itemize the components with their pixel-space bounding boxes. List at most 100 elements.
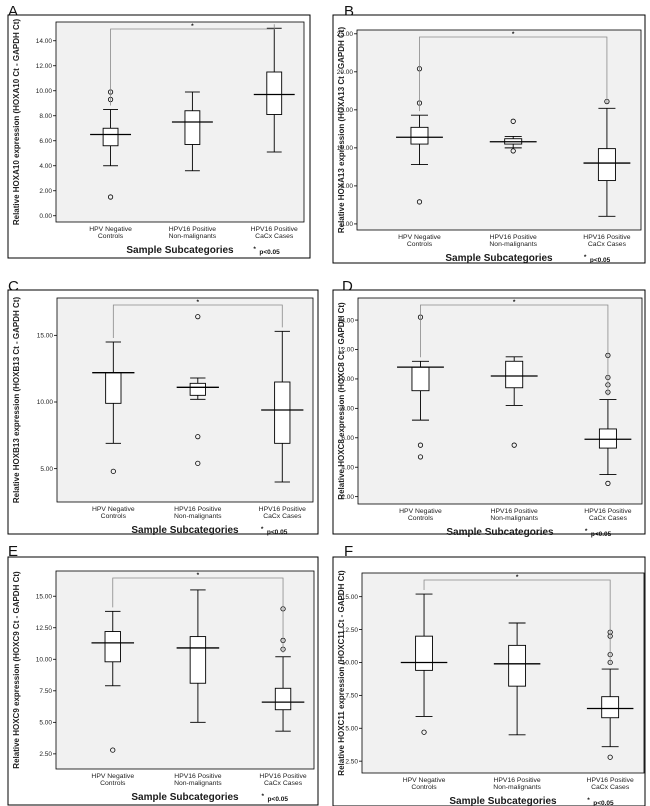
- x-axis-title: Sample Subcategories: [131, 525, 239, 536]
- panel-a: A 0.00 2.00 4.00 6.00 8.00 10.00 12.00 14.00 Rela…: [7, 3, 311, 259]
- panel-letter: A: [8, 3, 18, 20]
- significance-star: *: [197, 299, 200, 306]
- category-label: Non-malignants: [490, 515, 538, 522]
- y-tick-label: 7.50: [345, 693, 358, 700]
- significance-star: *: [512, 31, 515, 38]
- y-tick-label: 6.00: [39, 138, 52, 145]
- y-tick-label: 10.00: [342, 660, 359, 667]
- significance-bracket: [112, 304, 283, 338]
- category-label: HPV Negative: [92, 506, 135, 513]
- box-2: [171, 91, 213, 172]
- category-label: Non-malignants: [169, 233, 217, 240]
- significance-bracket: [419, 36, 608, 112]
- category-label: Controls: [411, 784, 437, 791]
- outlier-point: [110, 468, 116, 474]
- y-tick-label: 25.00: [337, 31, 354, 38]
- significance-bracket: [423, 579, 611, 666]
- y-tick-label: 10.00: [36, 88, 53, 95]
- y-tick-label: 10.00: [338, 376, 355, 383]
- box-3: [584, 352, 632, 486]
- outlier-point: [510, 148, 516, 154]
- box-2: [493, 622, 541, 736]
- y-tick-label: 10.00: [36, 656, 53, 663]
- y-tick-label: 4.00: [341, 464, 354, 471]
- box-2: [176, 314, 219, 466]
- outlier-point: [416, 199, 423, 205]
- y-tick-label: 2.00: [341, 494, 354, 501]
- category-label: HPV Negative: [398, 234, 441, 241]
- y-tick-label: 12.00: [338, 347, 355, 354]
- x-axis-title: Sample Subcategories: [445, 253, 553, 264]
- significance-bracket: [420, 304, 609, 396]
- iqr-box: [189, 636, 207, 684]
- x-axis-title: Sample Subcategories: [126, 245, 234, 256]
- outlier-point: [421, 729, 427, 735]
- outlier-point: [607, 754, 613, 760]
- panel-e: E 2.50 5.00 7.50 10.00 12.50 15.00 Relative HOX…: [7, 543, 319, 806]
- category-label: HPV Negative: [89, 226, 132, 233]
- iqr-box: [597, 148, 616, 182]
- p-note-star: *: [261, 526, 264, 533]
- y-tick-label: 14.00: [338, 317, 355, 324]
- iqr-box: [266, 71, 283, 115]
- outlier-point: [417, 454, 424, 460]
- iqr-box: [102, 127, 119, 147]
- outlier-point: [510, 118, 516, 124]
- category-label: Controls: [408, 515, 434, 522]
- category-label: HPV Negative: [403, 777, 446, 784]
- panel-letter: F: [344, 543, 353, 560]
- panel-letter: E: [8, 543, 18, 560]
- plot-area: [356, 29, 642, 231]
- x-axis-title: Sample Subcategories: [449, 796, 557, 806]
- category-label: HPV Negative: [91, 773, 134, 780]
- y-tick-label: 5.00: [340, 183, 353, 190]
- outlier-point: [195, 460, 201, 466]
- y-tick-label: 10.00: [37, 399, 54, 406]
- p-note: p<0.05: [591, 531, 612, 538]
- category-label: Non-malignants: [174, 780, 222, 787]
- category-label: CaCx Cases: [264, 780, 303, 787]
- y-tick-label: 4.00: [39, 163, 52, 170]
- iqr-box: [105, 372, 122, 404]
- outlier-point: [195, 314, 201, 320]
- x-axis-title: Sample Subcategories: [446, 527, 554, 538]
- outlier-point: [511, 442, 517, 448]
- significance-star: *: [516, 574, 519, 581]
- p-note-star: *: [584, 254, 587, 261]
- category-label: HPV16 Positive: [584, 508, 631, 515]
- y-tick-label: 8.00: [39, 113, 52, 120]
- category-label: HPV16 Positive: [259, 506, 306, 513]
- category-label: HPV16 Positive: [491, 508, 538, 515]
- y-tick-label: 14.00: [36, 38, 53, 45]
- category-label: Controls: [101, 513, 127, 520]
- category-label: HPV16 Positive: [251, 226, 298, 233]
- p-note: p<0.05: [590, 257, 611, 264]
- iqr-box: [508, 644, 527, 687]
- outlier-point: [605, 480, 611, 486]
- category-label: Non-malignants: [489, 241, 537, 248]
- category-label: HPV16 Positive: [259, 773, 306, 780]
- p-note: p<0.05: [593, 800, 614, 806]
- category-label: CaCx Cases: [591, 784, 630, 791]
- y-axis-title: Relative HOXB13 expression (HOXB13 Ct - …: [12, 297, 21, 504]
- box-1: [397, 314, 444, 460]
- y-tick-label: 2.50: [39, 751, 52, 758]
- iqr-box: [505, 360, 524, 389]
- panel-letter: C: [8, 278, 19, 295]
- y-tick-label: 12.50: [36, 625, 53, 632]
- y-tick-label: 6.00: [341, 435, 354, 442]
- outlier-point: [417, 442, 424, 448]
- category-label: CaCx Cases: [589, 515, 628, 522]
- iqr-box: [601, 696, 620, 719]
- category-label: CaCx Cases: [263, 513, 302, 520]
- y-tick-label: 0.00: [39, 213, 52, 220]
- y-tick-label: 8.00: [341, 406, 354, 413]
- y-tick-label: 10.00: [337, 145, 354, 152]
- y-axis-title: Relative HOXA13 expression (HOXA13 Ct - …: [337, 27, 346, 234]
- y-tick-label: 20.00: [337, 69, 354, 76]
- outlier-point: [110, 747, 116, 753]
- y-tick-label: 5.00: [40, 466, 53, 473]
